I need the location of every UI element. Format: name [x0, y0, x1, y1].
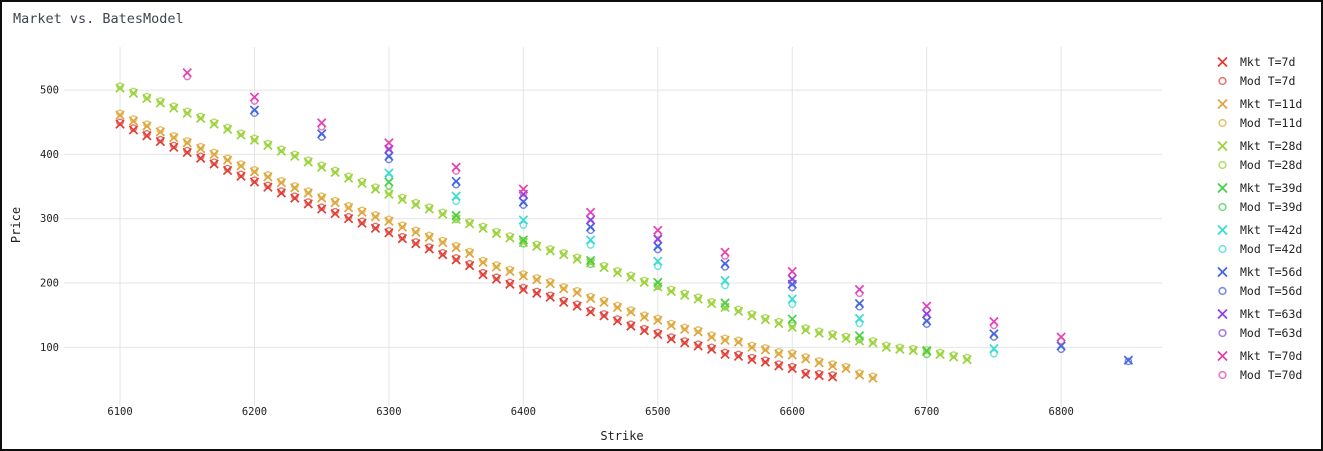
- x-tick-label: 6400: [511, 406, 536, 418]
- legend-item-label: Mod T=42d: [1240, 241, 1303, 256]
- circle-marker-icon: [1218, 202, 1227, 211]
- series-mod-t-70d: [183, 72, 1065, 345]
- legend-group: Mkt T=39d Mod T=39d: [1214, 179, 1302, 216]
- legend-item-label: Mod T=63d: [1240, 325, 1303, 340]
- legend-item-label: Mod T=11d: [1240, 115, 1303, 130]
- gridlines: [64, 47, 1162, 406]
- series-mkt-t-42d: [384, 168, 999, 354]
- legend-item-label: Mod T=7d: [1240, 73, 1296, 88]
- circle-marker-icon: [1218, 118, 1227, 127]
- legend-item-mkt-t-11d[interactable]: Mkt T=11d: [1214, 95, 1302, 114]
- legend-item-label: Mkt T=11d: [1240, 97, 1303, 112]
- legend-item-mkt-t-28d[interactable]: Mkt T=28d: [1214, 137, 1302, 156]
- series-mod-t-11d: [116, 109, 877, 381]
- legend-item-label: Mod T=56d: [1240, 283, 1303, 298]
- tick-labels: 6100 6200 6300 6400 6500 6600 6700 6800 100 200 30…: [40, 85, 1074, 418]
- legend-item-mkt-t-39d[interactable]: Mkt T=39d: [1214, 179, 1302, 198]
- y-tick-label: 500: [40, 85, 59, 97]
- circle-marker-icon: [1218, 286, 1227, 295]
- x-tick-label: 6200: [242, 406, 267, 418]
- x-tick-label: 6800: [1049, 406, 1074, 418]
- x-tick-label: 6600: [780, 406, 805, 418]
- legend: Mkt T=7d Mod T=7d Mkt T=11d Mod T=11d Mkt T=…: [1214, 53, 1302, 389]
- circle-marker-icon: [1218, 328, 1227, 337]
- legend-item-mod-t-42d[interactable]: Mod T=42d: [1214, 240, 1302, 259]
- legend-group: Mkt T=56d Mod T=56d: [1214, 263, 1302, 300]
- x-marker-icon: [1217, 309, 1228, 320]
- legend-item-mod-t-28d[interactable]: Mod T=28d: [1214, 156, 1302, 175]
- series-mod-t-42d: [385, 174, 998, 358]
- x-axis-title: Strike: [600, 429, 644, 443]
- legend-item-label: Mod T=70d: [1240, 367, 1303, 382]
- legend-item-mkt-t-63d[interactable]: Mkt T=63d: [1214, 305, 1302, 324]
- y-tick-label: 200: [40, 278, 59, 290]
- circle-marker-icon: [1218, 76, 1227, 85]
- y-axis-title: Price: [9, 206, 23, 244]
- chart-title: Market vs. BatesModel: [13, 11, 184, 27]
- legend-group: Mkt T=11d Mod T=11d: [1214, 95, 1302, 132]
- legend-item-mkt-t-70d[interactable]: Mkt T=70d: [1214, 347, 1302, 366]
- x-tick-label: 6700: [914, 406, 939, 418]
- legend-item-mkt-t-7d[interactable]: Mkt T=7d: [1214, 53, 1302, 72]
- legend-item-mod-t-39d[interactable]: Mod T=39d: [1214, 198, 1302, 217]
- series-mod-t-28d: [116, 82, 971, 362]
- x-marker-icon: [1217, 99, 1228, 110]
- legend-group: Mkt T=28d Mod T=28d: [1214, 137, 1302, 174]
- legend-item-label: Mkt T=42d: [1240, 223, 1303, 238]
- x-marker-icon: [1217, 57, 1228, 68]
- circle-marker-icon: [1218, 370, 1227, 379]
- legend-item-label: Mod T=28d: [1240, 157, 1303, 172]
- x-marker-icon: [1217, 183, 1228, 194]
- legend-item-label: Mkt T=7d: [1240, 55, 1296, 70]
- x-marker-icon: [1217, 351, 1228, 362]
- series-mkt-t-39d: [384, 177, 932, 356]
- series-mkt-t-56d: [249, 105, 1134, 365]
- legend-group: Mkt T=70d Mod T=70d: [1214, 347, 1302, 384]
- legend-item-mod-t-56d[interactable]: Mod T=56d: [1214, 282, 1302, 301]
- series-mkt-t-7d: [115, 119, 838, 382]
- series-mod-t-56d: [250, 109, 1133, 366]
- series-mkt-t-28d: [115, 83, 972, 365]
- legend-item-label: Mod T=39d: [1240, 199, 1303, 214]
- legend-item-mkt-t-56d[interactable]: Mkt T=56d: [1214, 263, 1302, 282]
- y-tick-label: 100: [40, 342, 59, 354]
- legend-item-label: Mkt T=70d: [1240, 349, 1303, 364]
- legend-item-label: Mkt T=39d: [1240, 181, 1303, 196]
- x-tick-label: 6100: [107, 406, 132, 418]
- legend-item-mod-t-7d[interactable]: Mod T=7d: [1214, 72, 1302, 91]
- legend-group: Mkt T=42d Mod T=42d: [1214, 221, 1302, 258]
- x-marker-icon: [1217, 141, 1228, 152]
- legend-item-mod-t-11d[interactable]: Mod T=11d: [1214, 114, 1302, 133]
- x-marker-icon: [1217, 267, 1228, 278]
- legend-item-mkt-t-42d[interactable]: Mkt T=42d: [1214, 221, 1302, 240]
- series-mkt-t-70d: [182, 68, 1066, 342]
- legend-item-label: Mkt T=28d: [1240, 139, 1303, 154]
- legend-group: Mkt T=7d Mod T=7d: [1214, 53, 1302, 90]
- circle-marker-icon: [1218, 244, 1227, 253]
- x-marker-icon: [1217, 225, 1228, 236]
- legend-item-mod-t-63d[interactable]: Mod T=63d: [1214, 324, 1302, 343]
- series-mkt-t-63d: [384, 144, 932, 319]
- x-tick-label: 6300: [376, 406, 401, 418]
- circle-marker-icon: [1218, 160, 1227, 169]
- legend-item-label: Mkt T=63d: [1240, 307, 1303, 322]
- series-mkt-t-11d: [115, 110, 878, 383]
- legend-group: Mkt T=63d Mod T=63d: [1214, 305, 1302, 342]
- y-tick-label: 400: [40, 149, 59, 161]
- y-tick-label: 300: [40, 213, 59, 225]
- legend-item-label: Mkt T=56d: [1240, 265, 1303, 280]
- x-tick-label: 6500: [645, 406, 670, 418]
- legend-item-mod-t-70d[interactable]: Mod T=70d: [1214, 366, 1302, 385]
